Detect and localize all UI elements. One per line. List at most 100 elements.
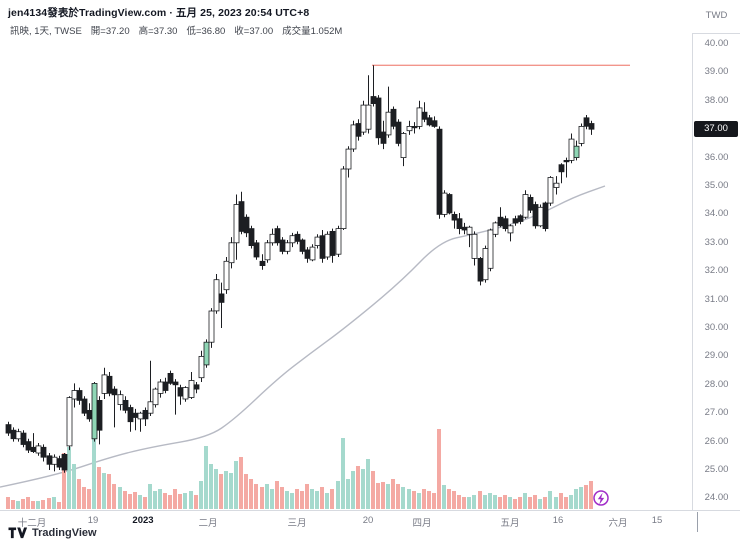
volume-bar — [584, 485, 588, 509]
volume-bar — [36, 501, 40, 509]
volume-bar — [407, 489, 411, 509]
candle — [122, 396, 129, 414]
time-tick-label: 十二月 — [17, 518, 47, 529]
candle — [573, 140, 580, 161]
candle — [350, 120, 357, 152]
volume-bar — [305, 484, 309, 509]
candle — [40, 444, 47, 462]
candle — [56, 455, 63, 470]
lightning-icon — [597, 492, 605, 505]
volume-bar — [493, 495, 497, 509]
volume-bar — [422, 489, 426, 509]
volume-bar — [16, 501, 20, 509]
volume-bar — [346, 479, 350, 509]
candle — [111, 386, 118, 428]
candle — [385, 86, 392, 138]
volume-bar — [447, 489, 451, 509]
time-tick-label: 六月 — [608, 518, 628, 529]
volume-bar — [270, 489, 274, 509]
candle — [269, 228, 276, 246]
volume-bar — [478, 491, 482, 509]
price-tick-label: 25.00 — [704, 464, 729, 475]
tradingview-logo-icon — [8, 527, 27, 539]
candle — [289, 232, 296, 248]
price-tick-label: 38.00 — [704, 95, 729, 106]
volume-bar — [285, 491, 289, 509]
candle — [25, 438, 32, 453]
volume-bar — [356, 466, 360, 509]
candle — [279, 237, 286, 255]
candle — [132, 408, 139, 431]
ohlc-low: 低=36.80 — [186, 26, 226, 37]
candle — [66, 396, 73, 451]
volume-bars-layer — [6, 429, 593, 509]
last-price-badge: 37.00 — [694, 121, 738, 137]
candle — [208, 308, 215, 348]
volume-bar — [41, 500, 45, 509]
volume-bar — [325, 493, 329, 509]
candle — [558, 163, 565, 184]
moving-average-line — [0, 185, 606, 488]
volume-bar — [128, 494, 132, 509]
attribution-line: jen4134發表於TradingView.com · 五月 25, 2023 … — [8, 7, 310, 19]
ohlc-close: 收=37.00 — [234, 26, 274, 37]
candle — [96, 396, 103, 445]
candle — [497, 207, 504, 228]
volume-bar — [320, 487, 324, 509]
volume-bar — [260, 487, 264, 509]
volume-bar — [163, 493, 167, 509]
candle — [426, 115, 433, 127]
candle — [46, 453, 53, 470]
price-tick-label: 28.00 — [704, 379, 729, 390]
candle — [167, 370, 174, 385]
candle — [51, 454, 58, 472]
candle — [81, 396, 88, 416]
volume-bar — [219, 474, 223, 509]
candle — [471, 231, 478, 266]
candle — [198, 350, 205, 382]
volume-bar — [513, 499, 517, 509]
candle — [431, 116, 438, 128]
volume-bar — [52, 497, 56, 509]
volume-value: 成交量1.052M — [282, 26, 343, 37]
volume-bar — [351, 471, 355, 509]
volume-bar — [579, 487, 583, 509]
time-tick-label: 二月 — [198, 518, 218, 529]
price-axis[interactable]: TWD 40.00 39.00 38.00 37.00 36.00 35.00 34.00 3… — [693, 0, 740, 510]
volume-bar — [214, 469, 218, 509]
volume-bar — [508, 497, 512, 509]
candle — [406, 120, 413, 135]
volume-bar — [57, 502, 61, 509]
volume-bar — [178, 494, 182, 509]
candle — [365, 75, 372, 134]
volume-bar — [92, 433, 96, 509]
volume-bar — [310, 489, 314, 509]
time-tick-label: 三月 — [287, 518, 307, 529]
volume-bar — [569, 495, 573, 509]
time-axis[interactable]: 十二月 19 2023 二月 三月 20 四月 五月 16 六月 15 — [0, 511, 740, 535]
volume-bar — [97, 467, 101, 509]
ohlc-open: 開=37.20 — [90, 26, 130, 37]
volume-bar — [300, 491, 304, 509]
candle — [563, 157, 570, 178]
volume-bar — [528, 497, 532, 509]
volume-bar — [376, 483, 380, 509]
candle — [10, 427, 17, 442]
candle — [157, 379, 164, 398]
candle — [86, 403, 93, 422]
candle — [487, 228, 494, 272]
candle — [76, 387, 83, 405]
candle — [299, 238, 306, 255]
volume-bar — [67, 447, 71, 509]
candle — [507, 224, 514, 242]
tradingview-watermark[interactable]: TradingView — [8, 527, 97, 539]
candle — [466, 225, 473, 248]
candle — [218, 282, 225, 328]
volume-bar — [548, 491, 552, 509]
time-tick-label: 20 — [362, 515, 374, 526]
volume-bar — [315, 491, 319, 509]
candle — [456, 213, 463, 235]
idea-marker[interactable] — [593, 490, 609, 506]
candle — [137, 411, 144, 432]
